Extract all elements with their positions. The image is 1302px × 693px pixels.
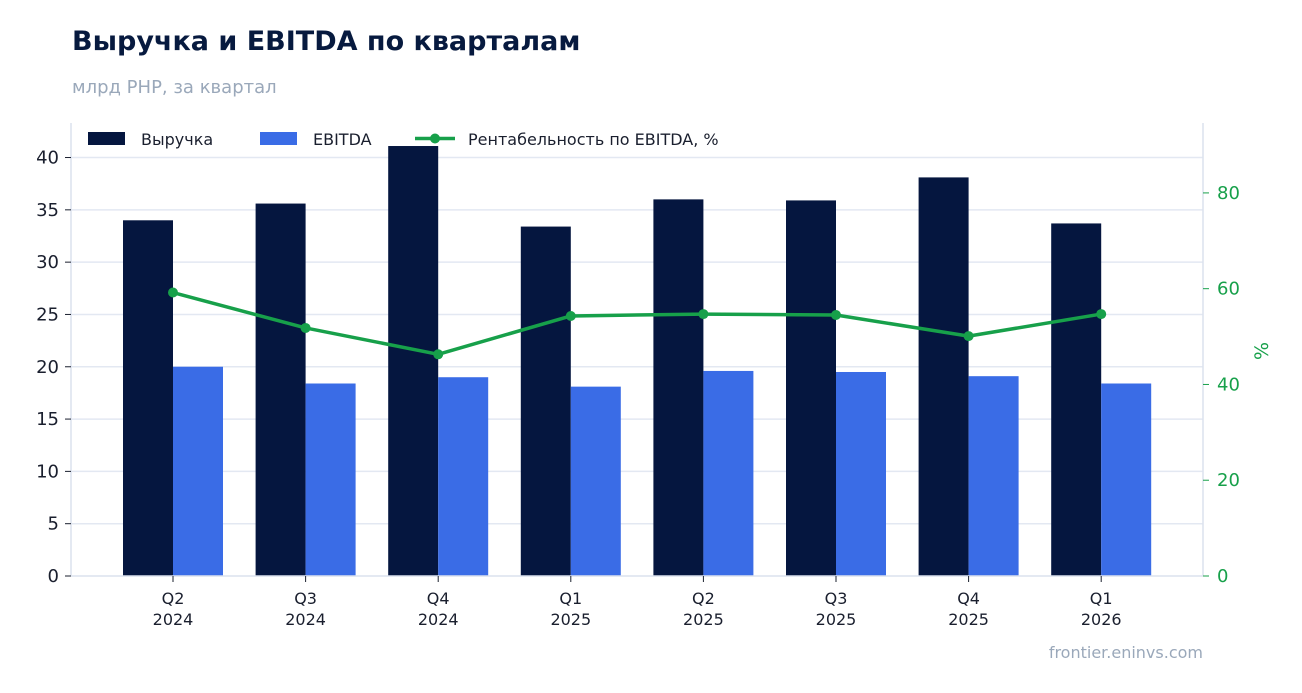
x-tick-label-quarter: Q1: [1090, 589, 1113, 608]
ebitda-bar: [968, 376, 1019, 576]
margin-point: [831, 310, 841, 321]
x-tick-label-quarter: Q3: [294, 589, 317, 608]
revenue-bar: [786, 200, 836, 576]
margin-point: [698, 309, 709, 320]
x-tick-label-year: 2025: [550, 610, 591, 629]
right-tick-label: 0: [1217, 566, 1228, 587]
bars: [123, 146, 1152, 577]
right-tick-label: 60: [1217, 279, 1240, 300]
ebitda-bar: [836, 371, 886, 576]
revenue-bar: [520, 226, 571, 576]
ebitda-bar: [305, 383, 356, 576]
left-tick-label: 15: [36, 409, 59, 430]
revenue-bar: [388, 146, 439, 576]
x-tick-label-year: 2024: [418, 610, 459, 629]
ebitda-bar: [570, 386, 621, 576]
legend: Выручка EBITDA Рентабельность по EBITDA, %: [88, 130, 719, 149]
margin-line: [168, 287, 1107, 360]
axes: 0510152025303540020406080%Q22024Q32024Q4…: [36, 123, 1273, 629]
margin-point: [168, 287, 178, 298]
x-tick-label-year: 2026: [1081, 610, 1122, 629]
right-tick-label: 20: [1217, 470, 1240, 491]
x-tick-label-year: 2025: [683, 610, 724, 629]
page-subtitle: млрд РНР, за квартал: [72, 77, 277, 98]
margin-point: [963, 331, 974, 342]
right-axis-title: %: [1251, 342, 1273, 360]
left-tick-label: 30: [36, 252, 59, 273]
right-tick-label: 80: [1217, 183, 1240, 204]
left-tick-label: 0: [48, 566, 59, 587]
x-tick-label-year: 2024: [153, 610, 194, 629]
margin-point: [300, 322, 311, 333]
margin-point: [1096, 309, 1107, 320]
left-tick-label: 40: [36, 148, 59, 169]
revenue-bar: [653, 199, 704, 576]
x-tick-label-quarter: Q4: [957, 589, 980, 608]
x-tick-label-quarter: Q1: [559, 589, 582, 608]
margin-point: [433, 349, 444, 360]
x-tick-label-year: 2024: [285, 610, 326, 629]
margin-series-line: [171, 290, 1103, 357]
x-tick-label-year: 2025: [816, 610, 857, 629]
page-title: Выручка и EBITDA по кварталам: [72, 26, 581, 57]
revenue-bar: [123, 220, 173, 577]
right-tick-label: 40: [1217, 374, 1240, 395]
legend-swatch-margin-point: [430, 133, 440, 144]
revenue-bar: [255, 203, 306, 576]
left-tick-label: 25: [36, 304, 59, 325]
legend-label-revenue: Выручка: [141, 130, 213, 149]
margin-point: [565, 310, 576, 321]
x-tick-label-quarter: Q2: [162, 589, 185, 608]
grid-lines: [71, 156, 1203, 525]
legend-label-margin: Рентабельность по EBITDA, %: [468, 130, 719, 149]
ebitda-bar: [173, 366, 223, 576]
x-tick-label-quarter: Q2: [692, 589, 715, 608]
left-tick-label: 35: [36, 200, 59, 221]
left-tick-label: 10: [36, 461, 59, 482]
ebitda-bar: [438, 377, 489, 576]
revenue-bar: [918, 177, 969, 576]
legend-label-ebitda: EBITDA: [313, 130, 372, 149]
revenue-bar: [1051, 223, 1102, 576]
legend-swatch-ebitda: [260, 132, 297, 145]
source-credit: frontier.eninvs.com: [1048, 643, 1203, 662]
x-tick-label-quarter: Q3: [825, 589, 848, 608]
left-tick-label: 5: [48, 514, 59, 535]
x-tick-label-year: 2025: [948, 610, 989, 629]
ebitda-bar: [1101, 383, 1152, 576]
ebitda-bar: [703, 370, 754, 576]
x-tick-label-quarter: Q4: [427, 589, 450, 608]
legend-swatch-revenue: [88, 132, 125, 145]
left-tick-label: 20: [36, 357, 59, 378]
